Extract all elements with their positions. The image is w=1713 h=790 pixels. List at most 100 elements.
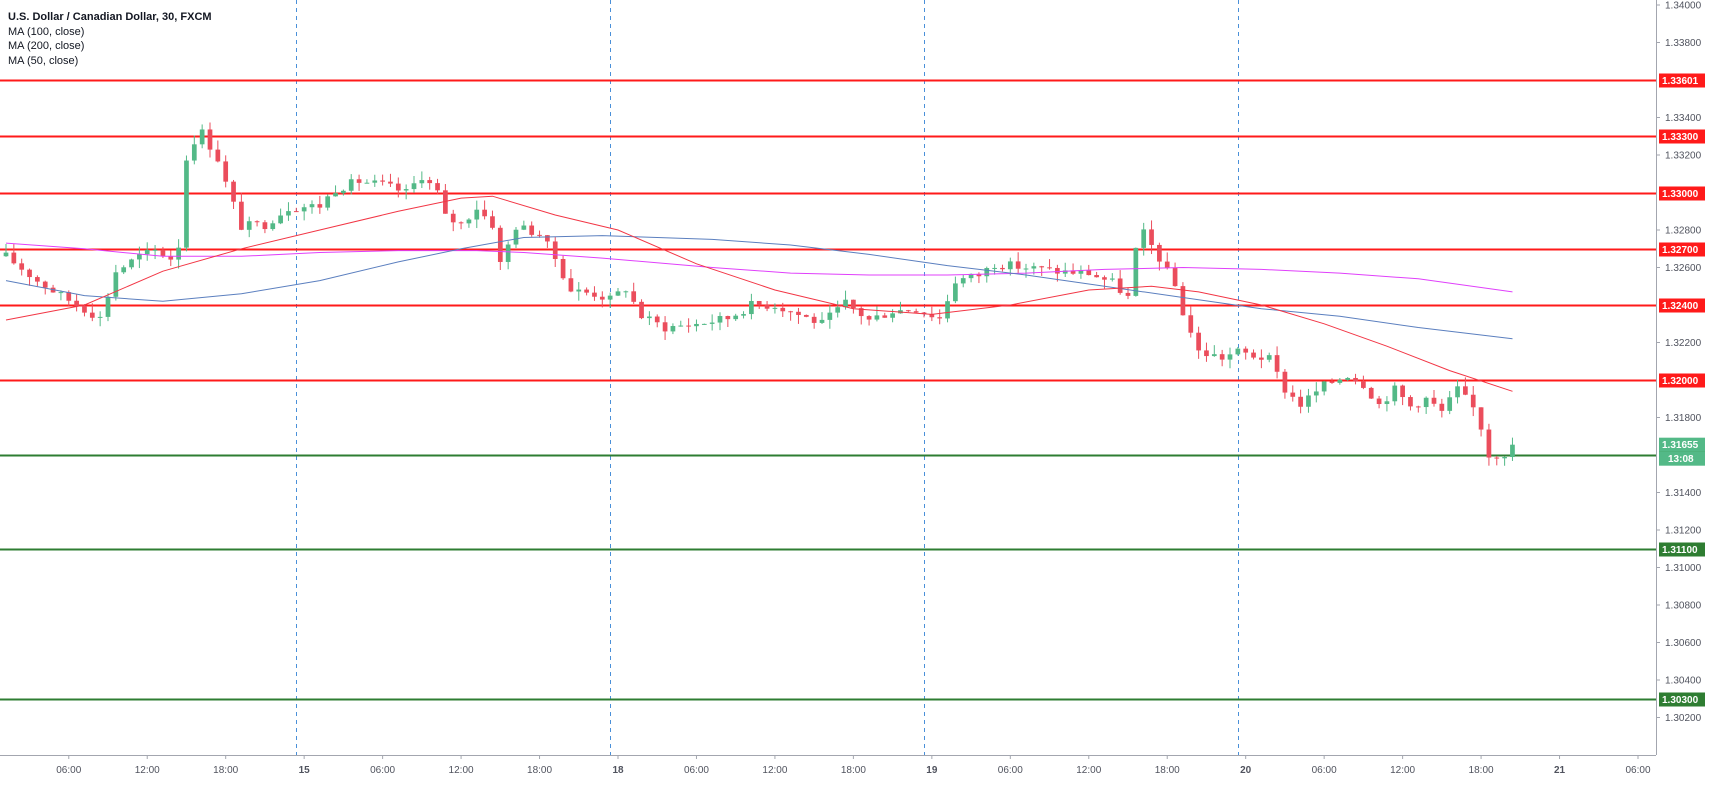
candle-body xyxy=(882,315,888,318)
candle-body xyxy=(1337,379,1343,383)
candle-body xyxy=(803,314,809,317)
y-tick-label-11: 1.30800 xyxy=(1665,601,1702,612)
x-tick-label-5: 12:00 xyxy=(449,765,474,776)
candle-body xyxy=(890,313,895,318)
x-tick-label-8: 06:00 xyxy=(684,765,709,776)
candle-body xyxy=(1502,457,1507,459)
candle-body xyxy=(552,241,558,260)
x-tick-label-12: 06:00 xyxy=(998,765,1023,776)
candle-body xyxy=(874,315,880,320)
candle-body xyxy=(1368,387,1374,399)
candle-body xyxy=(1415,406,1421,408)
candle-body xyxy=(176,247,181,260)
y-tick-label-13: 1.30400 xyxy=(1665,676,1702,687)
last-price-label: 1.31655 xyxy=(1662,440,1699,451)
candle-body xyxy=(568,278,574,292)
candle-body xyxy=(505,244,511,262)
candle-body xyxy=(191,144,197,161)
candle-body xyxy=(1007,261,1013,270)
candle-body xyxy=(356,179,362,183)
x-tick-label-20: 06:00 xyxy=(1625,765,1650,776)
support-level-1-tag xyxy=(1659,542,1705,557)
candle-body xyxy=(1392,385,1398,402)
candle-body xyxy=(1345,377,1351,380)
candle-body xyxy=(1055,267,1060,274)
candle-body xyxy=(1251,352,1256,358)
legend-ma200: MA (200, close) xyxy=(8,40,85,52)
candle-body xyxy=(137,254,142,260)
candle-body xyxy=(592,292,597,297)
candle-body xyxy=(1211,354,1217,357)
candle-body xyxy=(1329,381,1335,383)
candle-body xyxy=(725,316,731,320)
candle-body xyxy=(1070,270,1076,274)
candle-body xyxy=(293,211,299,213)
candle-body xyxy=(184,160,189,248)
candle-body xyxy=(851,299,856,309)
candle-body xyxy=(458,222,464,224)
candle-body xyxy=(654,316,660,323)
candle-body xyxy=(42,281,48,288)
candle-body xyxy=(74,300,79,306)
candle-body xyxy=(395,183,401,191)
candle-body xyxy=(301,207,307,212)
candle-body xyxy=(1431,397,1437,404)
y-tick-label-10: 1.31000 xyxy=(1665,563,1702,574)
candle-body xyxy=(1164,261,1170,268)
candle-body xyxy=(929,313,935,318)
candle-body xyxy=(1078,270,1084,274)
candle-body xyxy=(1196,332,1201,351)
candle-body xyxy=(372,180,378,183)
candle-body xyxy=(1149,229,1154,245)
chart-legend: U.S. Dollar / Canadian Dollar, 30, FXCM … xyxy=(8,10,212,68)
x-tick-label-13: 12:00 xyxy=(1076,765,1101,776)
candle-body xyxy=(497,227,503,262)
candle-body xyxy=(843,299,848,308)
candle-body xyxy=(333,193,338,197)
candle-body xyxy=(670,326,676,332)
candle-body xyxy=(1047,267,1052,269)
candle-body xyxy=(545,235,550,242)
candle-body xyxy=(1423,397,1429,408)
y-tick-label-1: 1.33800 xyxy=(1665,38,1702,49)
candle-body xyxy=(309,204,315,208)
candle-body xyxy=(388,181,393,184)
candle-body xyxy=(466,219,472,224)
candle-body xyxy=(246,221,252,230)
support-level-1-tag-label: 1.31100 xyxy=(1662,545,1698,556)
candle-body xyxy=(152,249,158,251)
y-tick-label-8: 1.31400 xyxy=(1665,488,1702,499)
ma50-line xyxy=(5,195,1513,392)
candle-body xyxy=(419,180,425,184)
candle-body xyxy=(19,263,25,270)
candle-body xyxy=(560,259,566,279)
resistance-level-2-tag-label: 1.33000 xyxy=(1662,189,1699,200)
ma200-line xyxy=(5,242,1513,293)
candle-body xyxy=(1290,392,1296,397)
candle-body xyxy=(819,319,825,323)
candle-body xyxy=(1455,386,1460,398)
candle-body xyxy=(780,307,786,312)
candle-body xyxy=(811,316,817,323)
candle-body xyxy=(1125,292,1131,296)
y-tick-label-0: 1.34000 xyxy=(1665,1,1702,12)
candle-body xyxy=(168,256,174,260)
resistance-level-4-tag xyxy=(1659,298,1705,313)
candle-body xyxy=(584,289,589,293)
x-tick-label-1: 12:00 xyxy=(135,765,160,776)
candle-body xyxy=(286,211,291,216)
x-tick-label-3: 15 xyxy=(299,765,311,776)
y-tick-label-4: 1.32800 xyxy=(1665,226,1702,237)
candle-body xyxy=(1510,444,1515,458)
candle-body xyxy=(772,307,778,309)
candle-body xyxy=(1141,229,1147,248)
candle-body xyxy=(411,183,417,190)
candle-body xyxy=(482,209,487,217)
support-level-2-tag xyxy=(1659,692,1705,707)
candle-body xyxy=(623,291,629,293)
candle-body xyxy=(1266,355,1272,360)
candle-body xyxy=(1353,377,1358,382)
candle-body xyxy=(1086,270,1092,276)
